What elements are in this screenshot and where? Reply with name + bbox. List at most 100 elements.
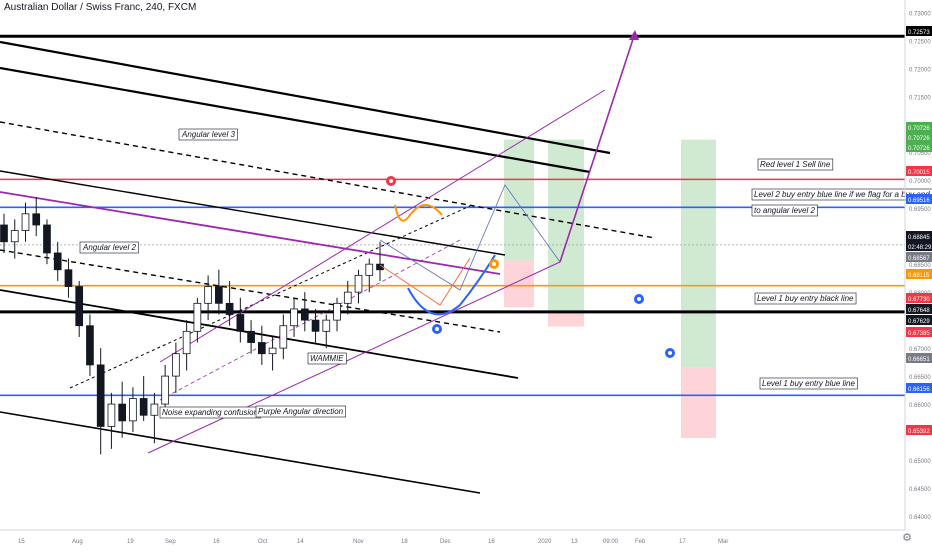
marker-dot	[389, 179, 393, 183]
marker-dot	[435, 327, 439, 331]
candle-body	[21, 213, 30, 231]
price-badge-label: 0.72573	[908, 30, 930, 36]
dotted-trendline	[69, 205, 471, 389]
price-tick-label: 0.65000	[909, 459, 931, 465]
candle-body	[193, 302, 202, 332]
angular-level-2-line	[0, 249, 501, 333]
time-tick-label: 09:00	[603, 539, 619, 545]
purple-channel-top	[159, 89, 606, 363]
blue-projection	[379, 184, 561, 291]
candle-body	[268, 347, 277, 355]
time-tick-label: Dec	[440, 539, 451, 545]
price-badge	[906, 304, 932, 314]
price-badge	[906, 252, 932, 262]
price-badge	[906, 231, 932, 241]
annotation-label: to angular level 2	[754, 206, 815, 215]
profit-zone	[681, 139, 716, 368]
annotation-label: Angular level 3	[181, 130, 235, 139]
price-tick-label: 0.66500	[909, 375, 931, 381]
time-tick-label: 19	[127, 539, 134, 545]
candle-body	[322, 319, 331, 332]
candle-body	[139, 398, 148, 416]
loss-zone	[681, 367, 716, 439]
trendline	[0, 170, 506, 256]
time-tick-label: 14	[297, 539, 304, 545]
arrow-head	[629, 30, 639, 40]
price-badge	[906, 194, 932, 204]
time-tick-label: 2020	[538, 539, 552, 545]
price-badge	[906, 241, 932, 251]
price-badge-label: 0.70726	[908, 136, 930, 142]
price-badge	[906, 269, 932, 279]
price-tick-label: 0.64500	[909, 487, 931, 493]
price-badge	[906, 122, 932, 132]
time-tick-label: Oct	[258, 539, 268, 545]
marker-dot	[668, 351, 672, 355]
price-badge-label: 0.70726	[908, 146, 930, 152]
candle-body	[64, 269, 73, 287]
trendline	[0, 411, 481, 494]
price-tick-label: 0.64000	[909, 515, 931, 521]
price-badge-label: 0.65392	[908, 429, 930, 435]
price-badge	[906, 132, 932, 142]
loss-zone	[548, 311, 584, 327]
time-tick-label: Mar	[718, 539, 728, 545]
candle-body	[300, 308, 309, 321]
time-tick-label: 13	[571, 539, 578, 545]
purple-dashed	[159, 239, 461, 401]
candle-body	[236, 314, 245, 332]
price-badge-label: 0.68845	[908, 235, 930, 241]
candle-body	[161, 375, 169, 405]
price-badge-label: 0.67648	[908, 308, 930, 314]
candle-body	[311, 319, 320, 332]
price-badge-label: 0.68115	[908, 273, 930, 279]
candle-body	[182, 330, 191, 355]
price-badge	[906, 142, 932, 152]
price-tick-label: 0.69500	[909, 207, 931, 213]
price-tick-label: 0.72500	[909, 39, 931, 45]
annotation-box	[307, 352, 347, 365]
trendline	[0, 40, 611, 155]
candle-body	[365, 263, 374, 276]
annotation-box	[255, 405, 346, 418]
gear-icon[interactable]: ⚙	[902, 532, 912, 544]
time-tick-label: Feb	[635, 539, 646, 545]
annotation-label: Noise expanding confusion	[162, 408, 259, 417]
candle-body	[215, 286, 223, 304]
price-badge-label: 0.66156	[908, 387, 930, 393]
candle-body	[75, 286, 84, 327]
time-tick-label: 15	[18, 539, 25, 545]
candle-body	[86, 325, 94, 366]
price-tick-label: 0.67000	[909, 347, 931, 353]
annotation-label: Angular level 2	[82, 243, 136, 252]
annotation-box	[759, 377, 858, 390]
time-tick-label: 17	[679, 539, 686, 545]
candle-body	[172, 353, 180, 377]
candle-body	[225, 302, 234, 315]
candle-body	[247, 330, 255, 343]
price-badge	[906, 293, 932, 303]
price-tick-label: 0.72000	[909, 67, 931, 73]
price-tick-label: 0.73000	[909, 11, 931, 17]
annotation-box	[754, 292, 857, 305]
candle-body	[204, 286, 212, 304]
candle-body	[129, 398, 137, 422]
price-badge-label: 0.67629	[908, 319, 930, 325]
annotation-box	[757, 158, 834, 171]
purple-angular-line	[0, 191, 501, 275]
annotation-box	[178, 128, 238, 141]
red-projection	[379, 257, 471, 306]
candle-body	[32, 213, 41, 226]
annotation-box	[79, 241, 139, 254]
annotation-label: Purple Angular direction	[258, 407, 344, 416]
price-badge	[906, 425, 932, 435]
candle-body	[118, 403, 127, 422]
candle-body	[257, 342, 266, 355]
time-tick-label: 16	[213, 539, 220, 545]
price-tick-label: 0.68500	[909, 263, 931, 269]
candle-body	[0, 224, 8, 243]
price-tick-label: 0.70500	[909, 151, 931, 157]
time-tick-label: 18	[401, 539, 408, 545]
